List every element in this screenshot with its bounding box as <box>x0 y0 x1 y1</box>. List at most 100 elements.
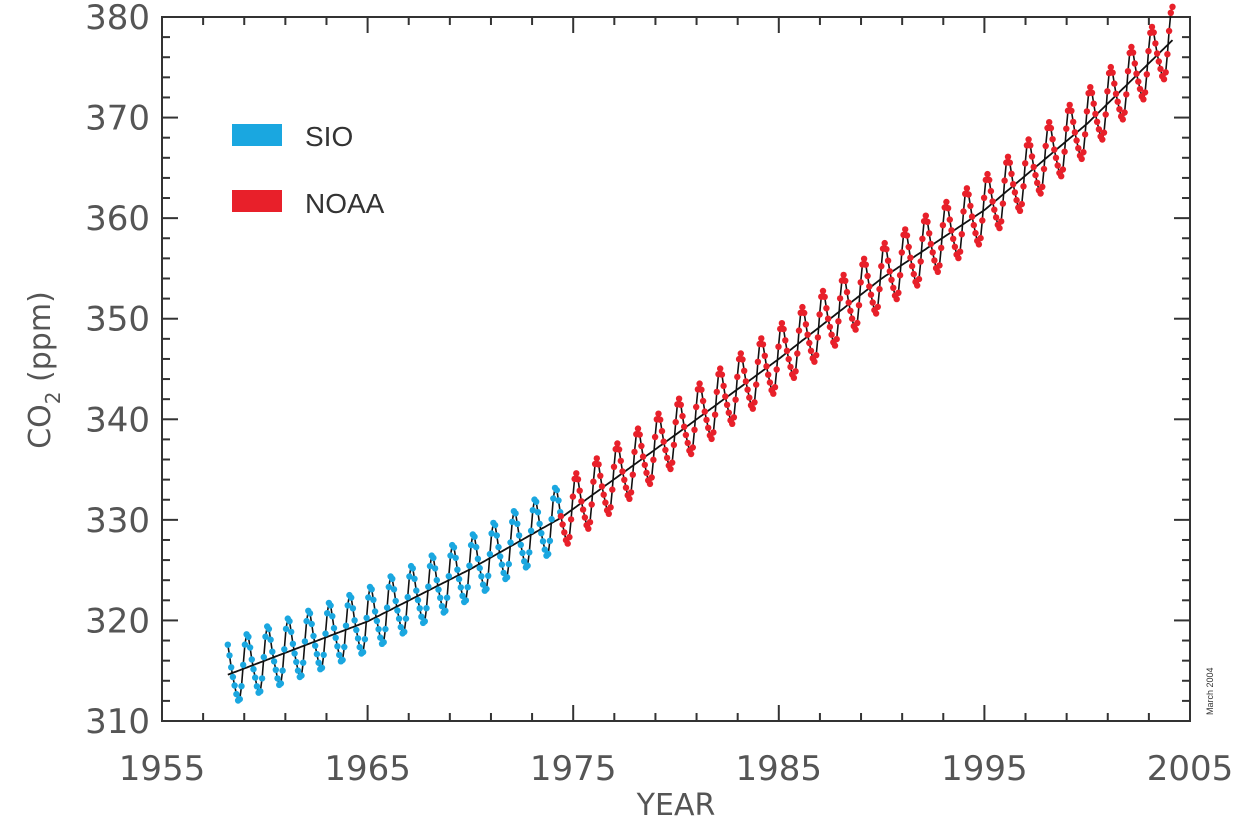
data-point <box>546 537 554 544</box>
data-point <box>497 553 504 560</box>
data-point <box>483 585 490 593</box>
data-point <box>684 439 691 447</box>
data-point <box>869 299 876 306</box>
data-point <box>761 352 768 359</box>
data-point <box>365 594 372 601</box>
data-point <box>385 583 392 591</box>
data-point <box>737 350 744 357</box>
data-point <box>710 429 717 436</box>
data-point <box>569 493 577 500</box>
data-point <box>1042 142 1049 150</box>
data-point <box>908 262 916 270</box>
data-point <box>597 472 604 479</box>
data-point <box>593 455 600 462</box>
data-point <box>341 643 348 651</box>
data-point <box>533 498 540 505</box>
data-point <box>430 554 437 562</box>
data-point <box>1075 145 1082 152</box>
data-point <box>631 448 638 456</box>
data-point <box>795 327 803 334</box>
data-point <box>855 302 863 309</box>
data-point <box>783 347 791 354</box>
data-point <box>903 232 911 239</box>
data-point <box>926 230 933 237</box>
data-point <box>478 573 485 580</box>
series-noaa-points <box>557 3 1176 547</box>
data-point <box>651 433 659 441</box>
data-point <box>1051 146 1058 153</box>
data-point <box>667 465 674 473</box>
data-point <box>610 463 618 470</box>
data-point <box>972 229 979 237</box>
data-point <box>943 198 950 206</box>
data-point <box>464 584 471 591</box>
data-point <box>310 632 317 640</box>
data-point <box>413 587 420 594</box>
data-point <box>330 624 338 632</box>
data-point <box>404 593 411 601</box>
data-point <box>437 594 444 601</box>
data-point <box>265 625 273 633</box>
y-axis-title-spacer <box>23 382 58 392</box>
y-tick-label: 310 <box>85 702 150 742</box>
data-point <box>758 335 765 342</box>
data-point <box>491 521 499 529</box>
data-point <box>919 235 926 242</box>
data-point <box>602 499 609 506</box>
data-point <box>281 646 288 653</box>
data-point <box>876 285 883 293</box>
data-point <box>507 539 514 546</box>
data-point <box>526 549 533 556</box>
data-point <box>775 343 782 350</box>
data-point <box>1162 69 1169 76</box>
data-point <box>274 675 281 682</box>
data-point <box>1021 160 1029 167</box>
data-point <box>629 471 636 478</box>
data-point <box>835 318 842 325</box>
data-point <box>842 277 849 284</box>
data-point <box>397 623 404 631</box>
y-axis-title-units: (ppm) <box>23 291 58 382</box>
data-point <box>801 309 808 317</box>
data-point <box>438 603 446 610</box>
data-point <box>452 554 459 562</box>
data-point <box>1104 88 1111 95</box>
data-point <box>650 456 657 463</box>
data-point <box>705 424 712 431</box>
data-point <box>975 241 983 248</box>
data-point <box>703 416 710 424</box>
data-point <box>739 356 746 363</box>
x-tick-label: 1965 <box>324 749 411 789</box>
data-point <box>790 374 798 381</box>
data-point <box>622 484 630 491</box>
data-point <box>902 226 909 233</box>
data-point <box>1006 159 1013 166</box>
data-point <box>816 311 823 318</box>
data-point <box>1068 107 1075 115</box>
data-point <box>799 303 806 311</box>
data-point <box>567 516 575 523</box>
data-point <box>1013 196 1020 204</box>
data-point <box>447 552 454 559</box>
data-point <box>474 555 482 562</box>
data-point <box>590 478 597 485</box>
data-point <box>723 401 731 408</box>
data-point <box>1143 71 1151 78</box>
data-point <box>862 261 869 268</box>
axis-ticks <box>161 16 1191 722</box>
data-point <box>1018 200 1025 208</box>
data-point <box>663 454 671 462</box>
data-point <box>224 641 231 648</box>
legend-swatch-sio <box>232 124 282 146</box>
data-point <box>915 275 923 283</box>
data-point <box>934 268 941 275</box>
data-point <box>1058 173 1065 180</box>
data-point <box>711 411 719 418</box>
data-point <box>294 667 302 674</box>
data-point <box>363 614 370 622</box>
data-point <box>573 470 580 477</box>
data-point <box>519 549 526 557</box>
data-point <box>905 243 912 251</box>
data-point <box>351 617 358 624</box>
y-axis-title: CO2 (ppm) <box>23 291 65 449</box>
